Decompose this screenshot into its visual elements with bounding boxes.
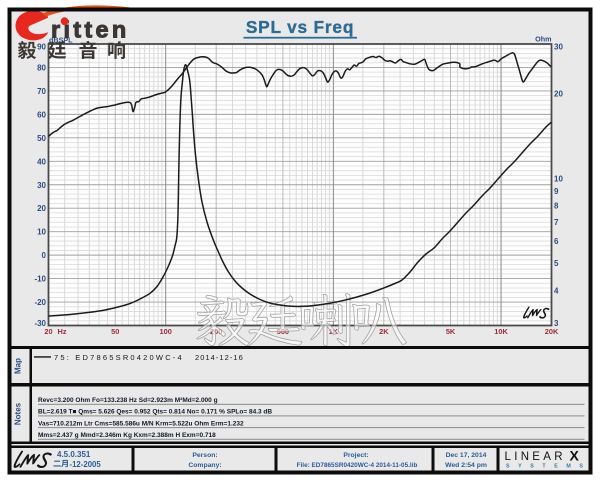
- svg-text:50: 50: [37, 134, 46, 143]
- svg-text:Person:: Person:: [192, 452, 217, 459]
- svg-text:2K: 2K: [379, 327, 389, 336]
- svg-text:10K: 10K: [494, 327, 508, 336]
- svg-text:File: ED7865SR0420WC-4 2014-1: File: ED7865SR0420WC-4 2014-11-05.lib: [297, 462, 418, 469]
- svg-text:Notes: Notes: [14, 402, 23, 425]
- svg-text:20: 20: [44, 327, 52, 336]
- svg-text:4.5.0.351: 4.5.0.351: [57, 450, 91, 459]
- svg-text:90: 90: [37, 42, 46, 51]
- svg-text:2014-12-16: 2014-12-16: [195, 353, 244, 362]
- svg-text:5: 5: [554, 259, 559, 268]
- svg-text:Wed 2:54 pm: Wed 2:54 pm: [445, 462, 487, 469]
- svg-text:SPL vs Freq: SPL vs Freq: [246, 17, 354, 37]
- svg-text:SYSTEMS: SYSTEMS: [506, 464, 592, 470]
- svg-text:Vas=710.212m Ltr Cms=585.586u: Vas=710.212m Ltr Cms=585.586u M/N Krm=5.…: [38, 420, 244, 427]
- svg-text:Dec 17, 2014: Dec 17, 2014: [446, 452, 487, 459]
- svg-text:X: X: [570, 448, 580, 464]
- svg-text:30: 30: [37, 181, 46, 190]
- svg-text:-10: -10: [34, 275, 46, 284]
- svg-text:80: 80: [37, 63, 46, 72]
- svg-text:Map: Map: [14, 358, 23, 374]
- svg-text:-12-2005: -12-2005: [70, 460, 102, 469]
- svg-text:40: 40: [37, 157, 46, 166]
- svg-text:7: 7: [554, 218, 559, 227]
- svg-text:70: 70: [37, 87, 46, 96]
- svg-text:Revc=3.200 Ohm Fo=133.238 Hz: Revc=3.200 Ohm Fo=133.238 Hz Sd=2.923m M…: [38, 397, 218, 404]
- svg-text:Company:: Company:: [188, 462, 221, 469]
- svg-text:LINEAR: LINEAR: [505, 451, 566, 463]
- svg-text:200: 200: [210, 327, 222, 336]
- svg-text:10: 10: [37, 228, 46, 237]
- svg-text:6: 6: [554, 237, 559, 246]
- svg-text:9: 9: [554, 187, 559, 196]
- svg-text:Ohm: Ohm: [535, 35, 551, 44]
- svg-text:Project:: Project:: [343, 452, 368, 459]
- svg-text:-20: -20: [34, 298, 46, 307]
- svg-text:30: 30: [554, 42, 563, 51]
- svg-text:5K: 5K: [446, 327, 456, 336]
- svg-text:8: 8: [554, 202, 559, 211]
- svg-text:dBSPL: dBSPL: [49, 36, 73, 45]
- svg-text:20: 20: [37, 204, 46, 213]
- svg-text:50: 50: [111, 327, 119, 336]
- svg-text:20: 20: [554, 90, 563, 99]
- svg-text:0: 0: [42, 251, 47, 260]
- svg-text:-30: -30: [34, 319, 46, 328]
- svg-text:60: 60: [37, 110, 46, 119]
- svg-text:Hz: Hz: [58, 327, 67, 336]
- svg-text:100: 100: [160, 327, 172, 336]
- svg-text:3: 3: [554, 319, 559, 328]
- svg-text:BL=2.619 T■ Qms= 5.626 Qes: BL=2.619 T■ Qms= 5.626 Qes= 0.952 Qts= 0…: [38, 409, 272, 416]
- svg-text:Mms=2.437 g Mmd=2.346m Kg Kx: Mms=2.437 g Mmd=2.346m Kg Kxm=2.388m H E…: [38, 432, 216, 439]
- svg-text:10: 10: [554, 174, 563, 183]
- svg-text:75: ED7865SR0420WC-4: 75: ED7865SR0420WC-4: [54, 353, 184, 362]
- svg-text:20K: 20K: [545, 327, 559, 336]
- svg-text:4: 4: [554, 286, 559, 295]
